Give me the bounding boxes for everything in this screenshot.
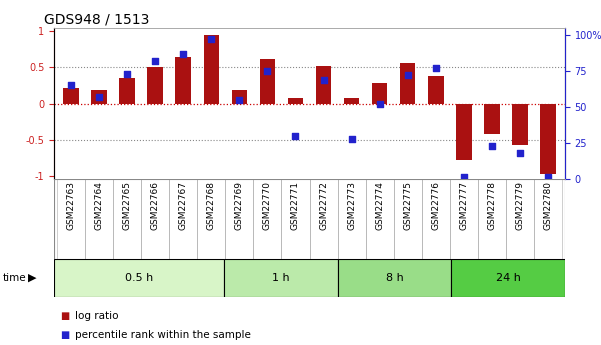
Bar: [422, 179, 450, 259]
Point: [431, 65, 441, 71]
Point: [234, 97, 244, 103]
Point: [178, 51, 188, 56]
Text: ■: ■: [60, 311, 69, 321]
Point: [150, 58, 160, 63]
Bar: [534, 179, 562, 259]
Bar: [204, 35, 219, 103]
Text: GSM22777: GSM22777: [459, 181, 468, 230]
Point: [459, 174, 469, 179]
Bar: [400, 63, 415, 104]
Bar: [254, 179, 281, 259]
Bar: [260, 59, 275, 104]
Text: 24 h: 24 h: [496, 273, 520, 283]
Text: GDS948 / 1513: GDS948 / 1513: [44, 12, 149, 27]
Point: [122, 71, 132, 77]
Point: [94, 94, 104, 100]
Bar: [231, 90, 247, 104]
Text: GSM22780: GSM22780: [543, 181, 552, 230]
Point: [487, 144, 497, 149]
Bar: [147, 67, 163, 104]
Point: [207, 37, 216, 42]
Bar: [506, 179, 534, 259]
Text: 0.5 h: 0.5 h: [125, 273, 153, 283]
Text: ▶: ▶: [28, 273, 37, 283]
Bar: [338, 179, 365, 259]
Point: [263, 68, 272, 74]
Bar: [451, 259, 565, 297]
Bar: [428, 76, 444, 104]
Bar: [120, 78, 135, 104]
Text: 8 h: 8 h: [386, 273, 403, 283]
Bar: [57, 179, 85, 259]
Text: GSM22764: GSM22764: [94, 181, 103, 230]
Bar: [225, 179, 254, 259]
Text: 1 h: 1 h: [272, 273, 290, 283]
Bar: [512, 104, 528, 145]
Bar: [63, 88, 79, 103]
Text: time: time: [3, 273, 26, 283]
Bar: [450, 179, 478, 259]
Text: percentile rank within the sample: percentile rank within the sample: [75, 330, 251, 339]
Bar: [456, 104, 472, 160]
Text: GSM22771: GSM22771: [291, 181, 300, 230]
Text: GSM22763: GSM22763: [67, 181, 76, 230]
Bar: [281, 179, 310, 259]
Text: GSM22779: GSM22779: [516, 181, 525, 230]
Bar: [478, 179, 506, 259]
Bar: [394, 179, 422, 259]
Bar: [372, 83, 388, 104]
Point: [319, 77, 328, 82]
Text: GSM22765: GSM22765: [123, 181, 132, 230]
Point: [543, 174, 553, 179]
Bar: [85, 179, 113, 259]
Point: [403, 72, 412, 78]
Point: [515, 151, 525, 156]
Text: GSM22774: GSM22774: [375, 181, 384, 230]
Point: [66, 83, 76, 88]
Bar: [54, 259, 224, 297]
Bar: [197, 179, 225, 259]
Bar: [365, 179, 394, 259]
Text: GSM22766: GSM22766: [151, 181, 160, 230]
Bar: [113, 179, 141, 259]
Bar: [484, 104, 499, 134]
Bar: [91, 90, 107, 104]
Text: GSM22772: GSM22772: [319, 181, 328, 230]
Bar: [316, 66, 331, 104]
Text: ■: ■: [60, 330, 69, 339]
Text: GSM22768: GSM22768: [207, 181, 216, 230]
Point: [375, 101, 385, 107]
Bar: [338, 259, 451, 297]
Bar: [175, 57, 191, 104]
Text: GSM22775: GSM22775: [403, 181, 412, 230]
Bar: [540, 104, 556, 174]
Text: log ratio: log ratio: [75, 311, 118, 321]
Text: GSM22769: GSM22769: [235, 181, 244, 230]
Point: [291, 133, 300, 139]
Text: GSM22770: GSM22770: [263, 181, 272, 230]
Bar: [344, 98, 359, 104]
Text: GSM22778: GSM22778: [487, 181, 496, 230]
Text: GSM22773: GSM22773: [347, 181, 356, 230]
Bar: [224, 259, 338, 297]
Bar: [310, 179, 338, 259]
Text: GSM22767: GSM22767: [178, 181, 188, 230]
Bar: [169, 179, 197, 259]
Point: [347, 136, 356, 142]
Bar: [141, 179, 169, 259]
Bar: [288, 98, 303, 104]
Text: GSM22776: GSM22776: [432, 181, 441, 230]
